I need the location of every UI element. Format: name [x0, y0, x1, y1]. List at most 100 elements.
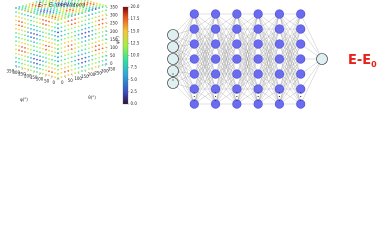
scatter-dot: [88, 8, 91, 11]
scatter-dot: [36, 42, 38, 44]
scatter-dot: [77, 67, 80, 69]
scatter-dot: [33, 45, 35, 48]
scatter-dot: [18, 61, 20, 64]
scatter-dot: [45, 73, 47, 76]
scatter-dot: [88, 51, 90, 54]
scatter-dot: [84, 31, 87, 34]
scatter-dot: [39, 63, 41, 66]
scatter-dot: [15, 56, 17, 59]
scatter-dot: [70, 73, 73, 75]
scatter-dot: [74, 26, 76, 29]
scatter-dot: [24, 34, 26, 37]
scatter-dot: [24, 59, 26, 62]
scatter-dot: [33, 20, 35, 23]
scatter-dot: [57, 48, 59, 50]
scatter-dot: [54, 43, 56, 45]
scatter-dot: [61, 2, 63, 5]
connection: [172, 13, 195, 48]
scatter-dot: [60, 30, 63, 33]
scatter-dot: [27, 60, 29, 62]
scatter-dot: [30, 11, 32, 14]
scatter-dot: [88, 30, 90, 33]
scatter-dot: [101, 22, 104, 25]
scatter-dot: [30, 28, 32, 30]
scatter-dot: [54, 30, 56, 33]
axis-tick-label: 150: [30, 75, 38, 80]
scatter-dot: [40, 10, 42, 13]
scatter-dot: [18, 12, 20, 14]
scatter-dot: [42, 23, 44, 25]
scatter-dot: [91, 54, 94, 57]
axis-tick-label: 250: [110, 21, 118, 26]
scatter-dot: [56, 7, 59, 9]
axis-tick: [15, 66, 18, 69]
ellipsis-dot: [278, 99, 281, 101]
connection: [300, 58, 323, 90]
connection: [194, 13, 216, 45]
scatter-dot: [67, 32, 70, 35]
axis-tick: [39, 72, 41, 76]
axis-tick: [97, 66, 100, 69]
scatter-dot: [70, 31, 73, 34]
scatter-dot: [81, 20, 83, 23]
axis-label: θ(°): [88, 95, 96, 100]
scatter-dot: [60, 26, 63, 29]
scatter-dot: [60, 72, 63, 74]
neuron: [167, 41, 179, 53]
scatter-dot: [42, 52, 44, 54]
scatter-dot: [45, 19, 47, 22]
scatter-dot: [81, 10, 84, 13]
scatter-dot: [82, 4, 85, 7]
scatter-dot: [60, 4, 63, 6]
scatter-dot: [67, 24, 70, 27]
scatter-dot: [48, 53, 50, 56]
scatter-dot: [105, 17, 107, 20]
scatter-dot: [105, 9, 107, 12]
plot-title: E − E₀ (meV/atom): [38, 3, 85, 9]
scatter-dot: [77, 50, 80, 53]
scatter-dot: [51, 54, 53, 57]
scatter-dot: [48, 49, 50, 52]
scatter-dot: [24, 38, 26, 41]
scatter-dot: [36, 17, 38, 19]
scatter-dot: [85, 7, 88, 10]
scatter-dot: [46, 8, 49, 11]
scatter-dot: [45, 44, 47, 47]
scatter-dot: [24, 13, 26, 16]
scatter-dot: [90, 0, 92, 3]
scatter-dot: [67, 28, 70, 31]
scatter-dot: [61, 12, 64, 15]
scatter-dot: [59, 9, 61, 12]
scatter-dot: [44, 5, 46, 8]
neuron: [274, 24, 285, 34]
scatter-dot: [93, 1, 95, 4]
scatter-dot: [63, 5, 66, 7]
neuron: [274, 99, 285, 109]
scatter-dot: [69, 8, 71, 11]
neuron: [274, 54, 285, 64]
scatter-dot: [42, 39, 44, 42]
scatter-dot: [77, 33, 80, 36]
scatter-dot: [48, 66, 50, 68]
scatter-dot: [77, 62, 80, 65]
scatter-dot: [49, 0, 51, 1]
scatter-dot: [70, 19, 73, 21]
scatter-dot: [27, 43, 29, 46]
scatter-dot: [77, 71, 80, 73]
scatter-dot: [27, 52, 29, 54]
scatter-dot: [94, 16, 97, 19]
scatter-dot: [64, 37, 66, 40]
scatter-dot: [74, 22, 76, 25]
scatter-dot: [51, 25, 53, 28]
scatter-dot: [39, 43, 41, 45]
connection: [172, 43, 195, 84]
neuron: [210, 9, 221, 19]
scatter-dot: [98, 7, 100, 9]
scatter-dot: [42, 64, 44, 67]
scatter-dot: [98, 65, 100, 67]
connection: [300, 13, 323, 60]
scatter-dot: [67, 16, 70, 18]
neuron: [232, 9, 242, 19]
scatter-dot: [28, 3, 31, 5]
scatter-dot: [84, 48, 87, 51]
